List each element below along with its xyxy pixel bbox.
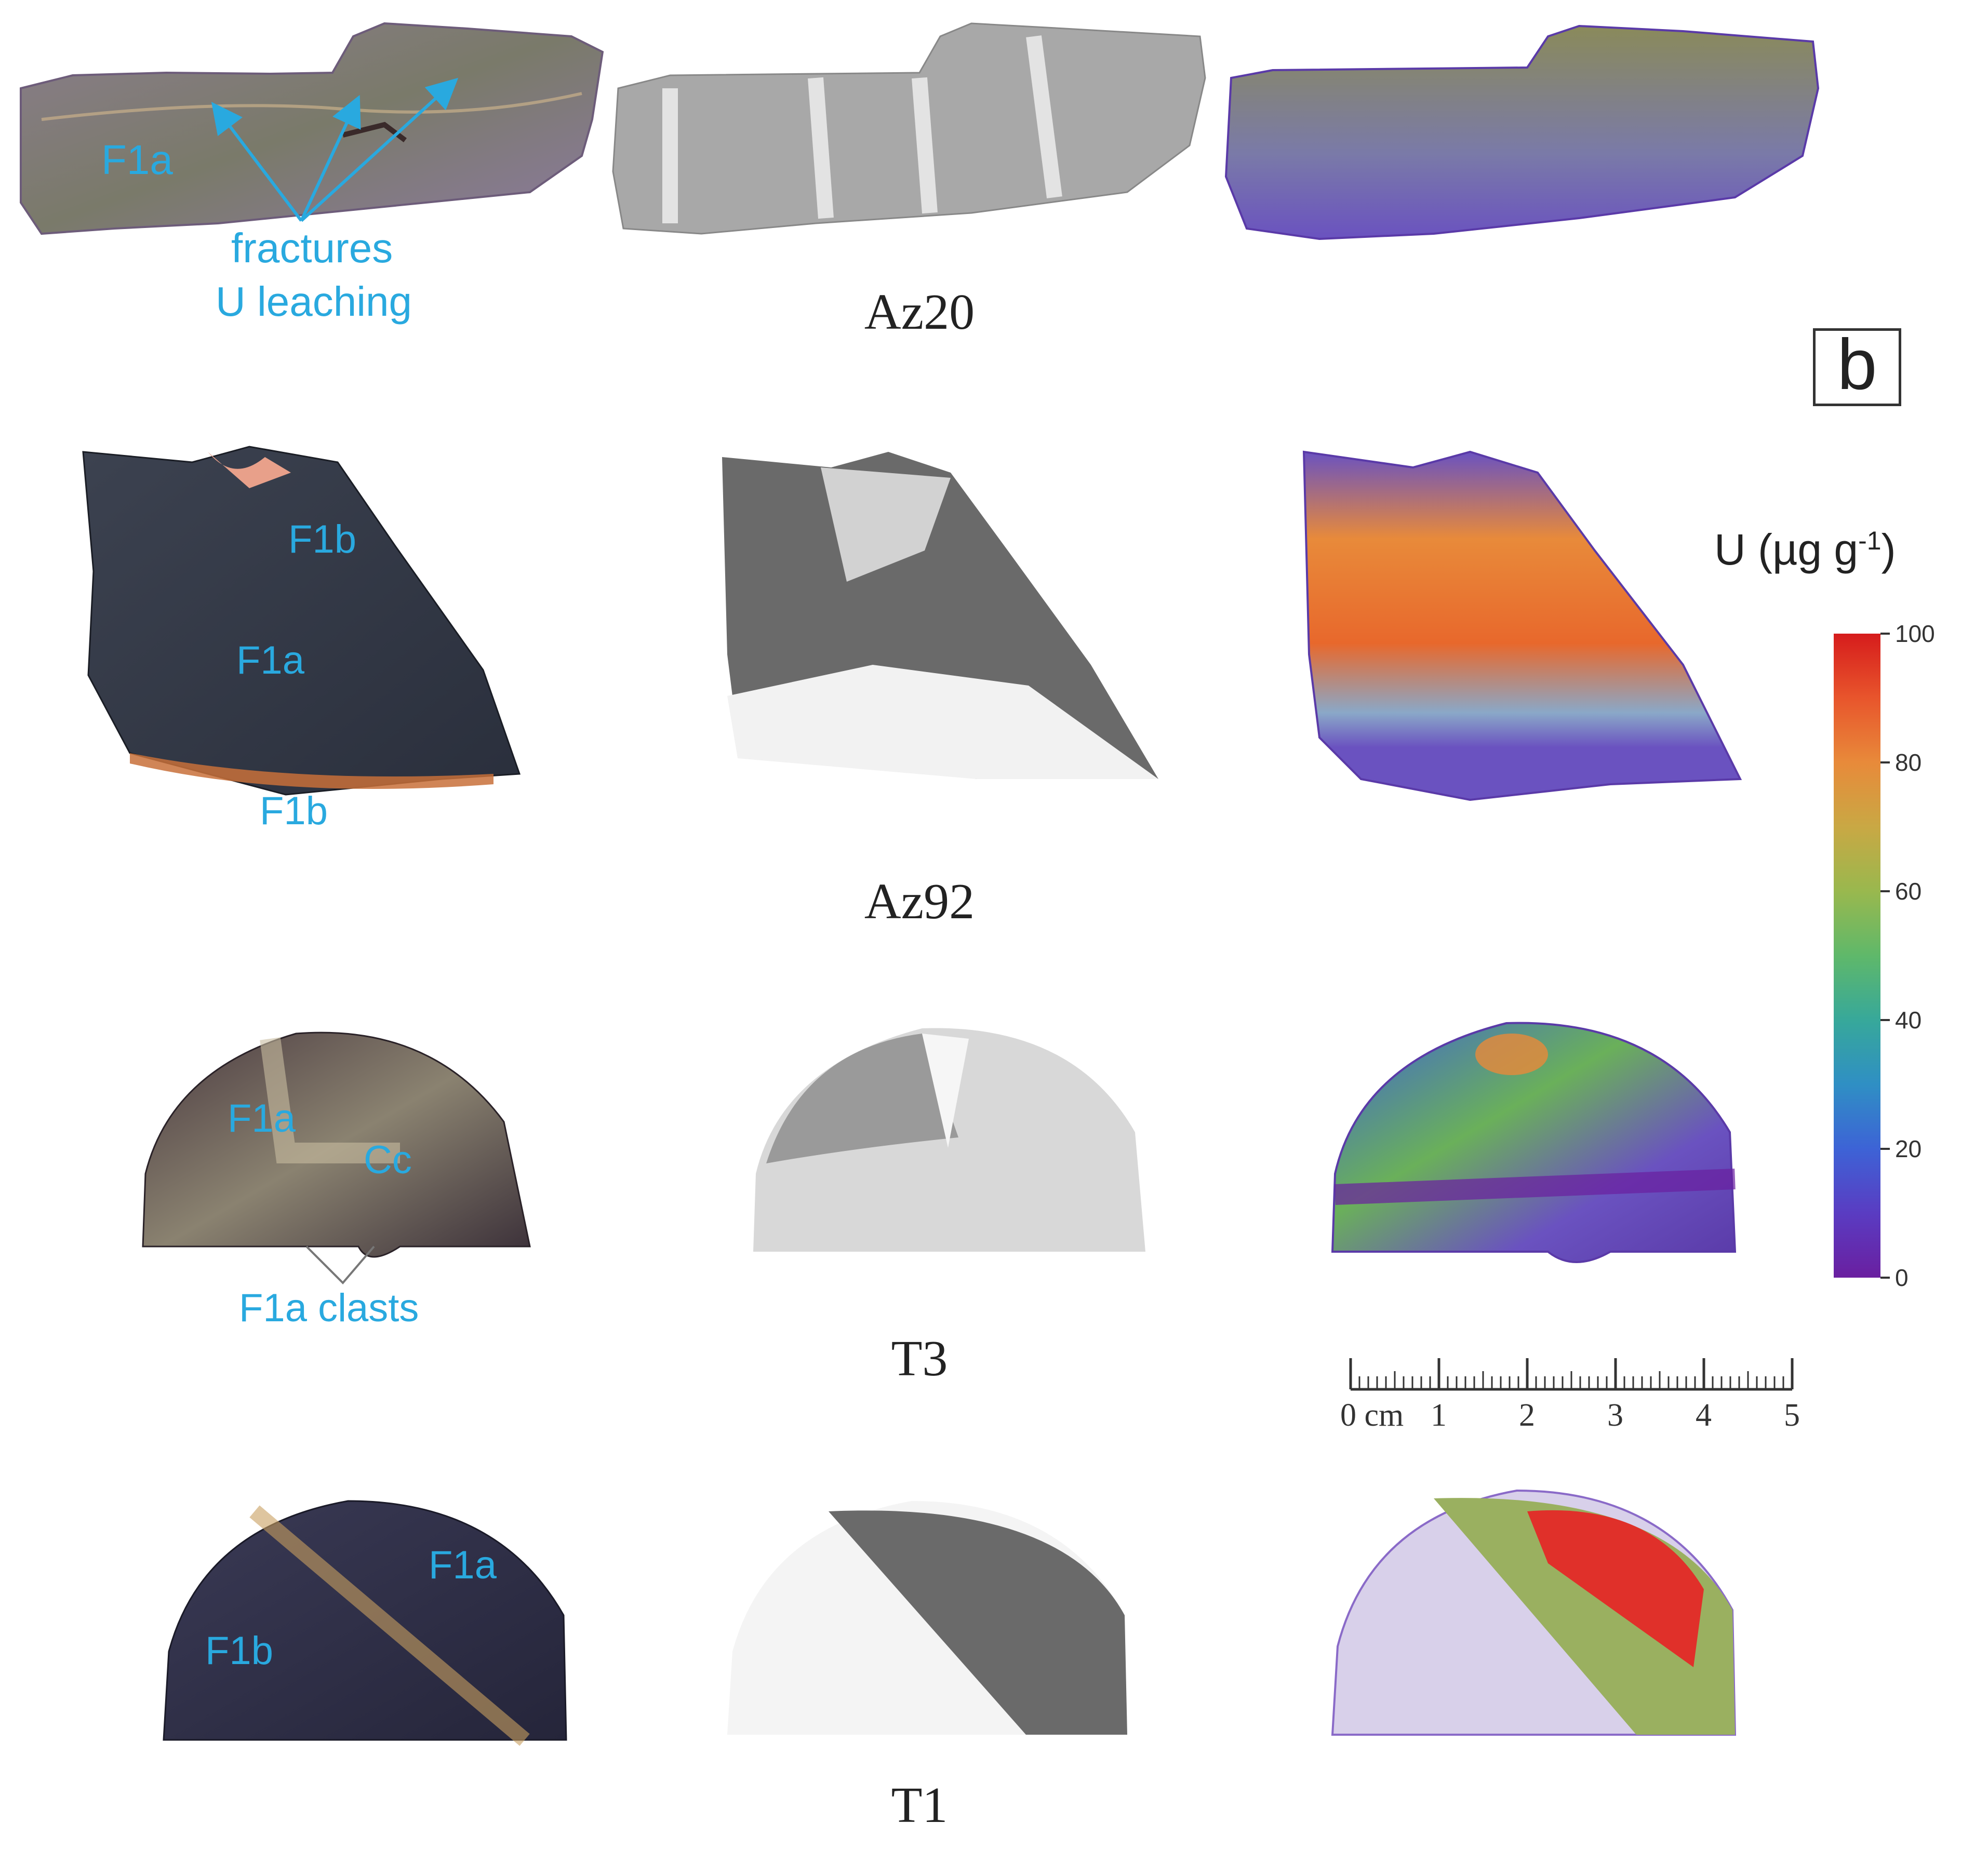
colorbar-tick xyxy=(1880,633,1890,635)
az92-photo xyxy=(78,441,525,815)
az20-autoradiograph xyxy=(608,16,1210,249)
t1-f1a-label: F1a xyxy=(429,1543,497,1587)
t1-autoradiograph xyxy=(725,1496,1130,1745)
t3-photo xyxy=(140,1018,535,1278)
scale-label: 1 xyxy=(1431,1398,1447,1433)
az92-f1b-top-label: F1b xyxy=(288,517,356,561)
az20-f1a-label: F1a xyxy=(101,137,173,183)
sample-label-az20: Az20 xyxy=(864,284,975,340)
panel-letter: b xyxy=(1813,328,1901,406)
colorbar-tick xyxy=(1880,1019,1890,1021)
colorbar-tick-label: 60 xyxy=(1895,878,1922,905)
colorbar-tick xyxy=(1880,1277,1890,1279)
colorbar xyxy=(1834,634,1880,1278)
scale-label: 5 xyxy=(1784,1398,1800,1433)
az20-u-leaching-label: U leaching xyxy=(216,278,412,325)
t3-f1a-label: F1a xyxy=(228,1096,296,1141)
t3-f1a-clasts-label: F1a clasts xyxy=(239,1286,419,1330)
colorbar-tick-label: 100 xyxy=(1895,620,1935,647)
colorbar-tick-label: 0 xyxy=(1895,1264,1909,1291)
colorbar-tick xyxy=(1880,890,1890,892)
colorbar-tick xyxy=(1880,1148,1890,1150)
scale-label: 4 xyxy=(1696,1398,1712,1433)
t3-cc-label: Cc xyxy=(364,1138,412,1182)
t1-u-map xyxy=(1330,1485,1740,1745)
az20-u-map xyxy=(1216,21,1829,260)
az92-autoradiograph xyxy=(717,447,1164,800)
az92-u-map xyxy=(1299,447,1756,810)
scale-label: 3 xyxy=(1607,1398,1623,1433)
colorbar-tick-label: 20 xyxy=(1895,1135,1922,1162)
sample-label-t3: T3 xyxy=(891,1331,948,1387)
sample-label-t1: T1 xyxy=(891,1777,948,1833)
t1-f1b-label: F1b xyxy=(205,1629,273,1673)
az20-fractures-label: fractures xyxy=(231,225,393,271)
scale-label-zero: 0 cm xyxy=(1340,1398,1404,1433)
t3-u-map xyxy=(1330,1013,1740,1278)
az92-f1b-bottom-label: F1b xyxy=(260,789,328,833)
t1-photo xyxy=(161,1496,571,1750)
t3-clasts-pointer xyxy=(305,1245,375,1284)
scale-label: 2 xyxy=(1519,1398,1535,1433)
colorbar-title: U (µg g-1) xyxy=(1714,525,1896,574)
colorbar-tick xyxy=(1880,761,1890,763)
az92-f1a-label: F1a xyxy=(236,638,304,682)
sample-label-az92: Az92 xyxy=(864,874,975,930)
scale-bar xyxy=(1349,1358,1794,1391)
t3-autoradiograph xyxy=(751,1018,1151,1272)
az20-arrows xyxy=(211,78,459,222)
colorbar-tick-label: 40 xyxy=(1895,1007,1922,1034)
colorbar-tick-label: 80 xyxy=(1895,749,1922,776)
